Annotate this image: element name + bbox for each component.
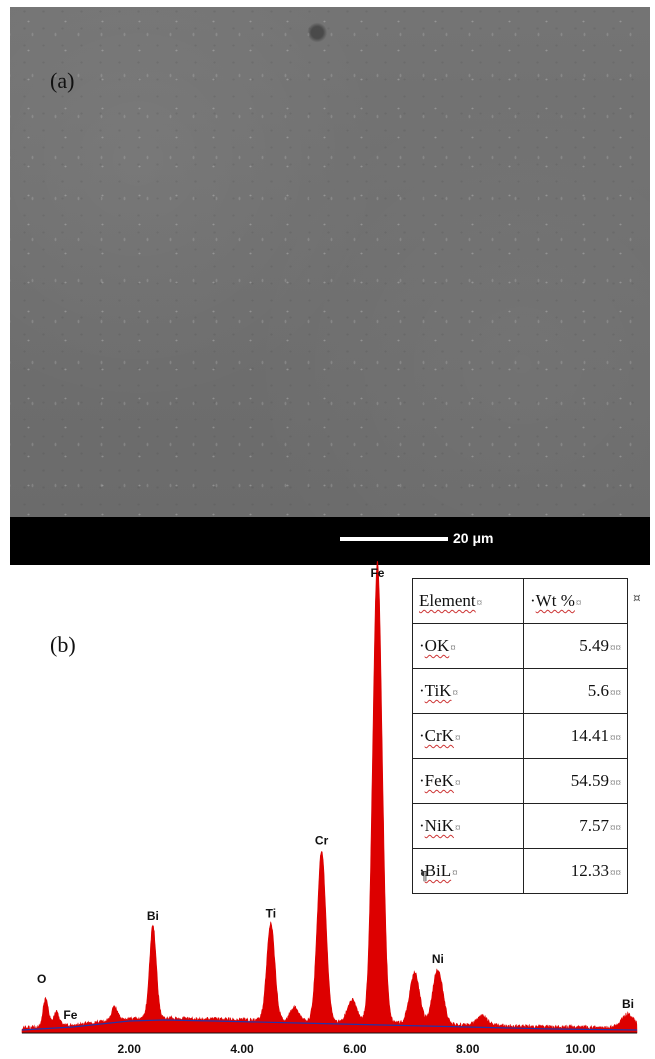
peak-label: Ni bbox=[432, 952, 444, 966]
wt-value: 5.49 bbox=[579, 636, 609, 655]
element-name: OK bbox=[424, 636, 450, 655]
element-cell: ·NiK¤ bbox=[412, 803, 524, 849]
sem-surface-image bbox=[10, 7, 650, 517]
composition-table: Element¤ ·Wt %¤ ·OK¤ 5.49¤¤ ·TiK¤ 5.6¤¤ ·CrK… bbox=[412, 578, 628, 894]
peak-label: Cr bbox=[315, 834, 329, 848]
table-row: ·BiL¤ 12.33¤¤ bbox=[412, 848, 628, 894]
element-name: NiK bbox=[424, 816, 454, 835]
peak-label: Bi bbox=[622, 997, 634, 1011]
wt-value: 54.59 bbox=[570, 771, 609, 790]
sem-data-bar: 20 μm bbox=[10, 517, 650, 565]
background-line bbox=[21, 1019, 638, 1031]
eds-spectrum: 2.00 4.00 6.00 8.00 10.00 O Fe Bi Ti Cr Fe Ni Bi bbox=[0, 561, 655, 1059]
panel-label-b: (b) bbox=[50, 632, 76, 657]
row-end-mark: ¤ bbox=[633, 591, 641, 605]
x-tick-label: 8.00 bbox=[456, 1042, 480, 1056]
paragraph-mark: ¶ bbox=[420, 869, 428, 883]
peak-label: Fe bbox=[370, 566, 384, 580]
table-row: ·TiK¤ 5.6¤¤ bbox=[412, 668, 628, 714]
wt-cell: 7.57¤¤ bbox=[523, 803, 628, 849]
x-tick-label: 10.00 bbox=[566, 1042, 596, 1056]
element-cell: ·FeK¤ bbox=[412, 758, 524, 804]
x-tick-label: 2.00 bbox=[118, 1042, 142, 1056]
element-name: BiL bbox=[424, 861, 452, 880]
table-row: ·FeK¤ 54.59¤¤ bbox=[412, 758, 628, 804]
wt-cell: 54.59¤¤ bbox=[523, 758, 628, 804]
scale-bar-label: 20 μm bbox=[453, 530, 494, 546]
panel-label-a: (a) bbox=[50, 68, 75, 93]
element-name: CrK bbox=[424, 726, 454, 745]
wt-cell: 14.41¤¤ bbox=[523, 713, 628, 759]
wt-value: 7.57 bbox=[579, 816, 609, 835]
wt-cell: 5.6¤¤ bbox=[523, 668, 628, 714]
wt-value: 14.41 bbox=[570, 726, 609, 745]
header-element: Element¤ bbox=[412, 578, 524, 624]
element-cell: ·BiL¤ bbox=[412, 848, 524, 894]
peak-label: Fe bbox=[63, 1008, 77, 1022]
element-name: FeK bbox=[424, 771, 454, 790]
peak-label: Bi bbox=[147, 909, 159, 923]
element-cell: ·CrK¤ bbox=[412, 713, 524, 759]
table-row: ·CrK¤ 14.41¤¤ bbox=[412, 713, 628, 759]
peak-label: O bbox=[37, 972, 46, 986]
wt-value: 12.33 bbox=[570, 861, 609, 880]
wt-cell: 12.33¤¤ bbox=[523, 848, 628, 894]
wt-value: 5.6 bbox=[587, 681, 609, 700]
x-axis: 2.00 4.00 6.00 8.00 10.00 bbox=[22, 1032, 637, 1056]
x-tick-label: 6.00 bbox=[343, 1042, 367, 1056]
header-wt: ·Wt %¤ bbox=[523, 578, 628, 624]
element-cell: ·OK¤ bbox=[412, 623, 524, 669]
wt-cell: 5.49¤¤ bbox=[523, 623, 628, 669]
scale-bar bbox=[340, 537, 448, 541]
x-tick-label: 4.00 bbox=[230, 1042, 254, 1056]
table-header-row: Element¤ ·Wt %¤ bbox=[412, 578, 628, 624]
peak-label: Ti bbox=[266, 906, 276, 920]
background-fit-line bbox=[21, 1019, 638, 1031]
element-cell: ·TiK¤ bbox=[412, 668, 524, 714]
peak-labels: O Fe Bi Ti Cr Fe Ni Bi bbox=[37, 566, 634, 1022]
spectrum-chart: 2.00 4.00 6.00 8.00 10.00 O Fe Bi Ti Cr Fe Ni Bi bbox=[21, 561, 638, 1056]
table-row: ·NiK¤ 7.57¤¤ bbox=[412, 803, 628, 849]
sem-micrograph: 20 μm bbox=[10, 7, 650, 565]
table-row: ·OK¤ 5.49¤¤ bbox=[412, 623, 628, 669]
element-name: TiK bbox=[424, 681, 452, 700]
